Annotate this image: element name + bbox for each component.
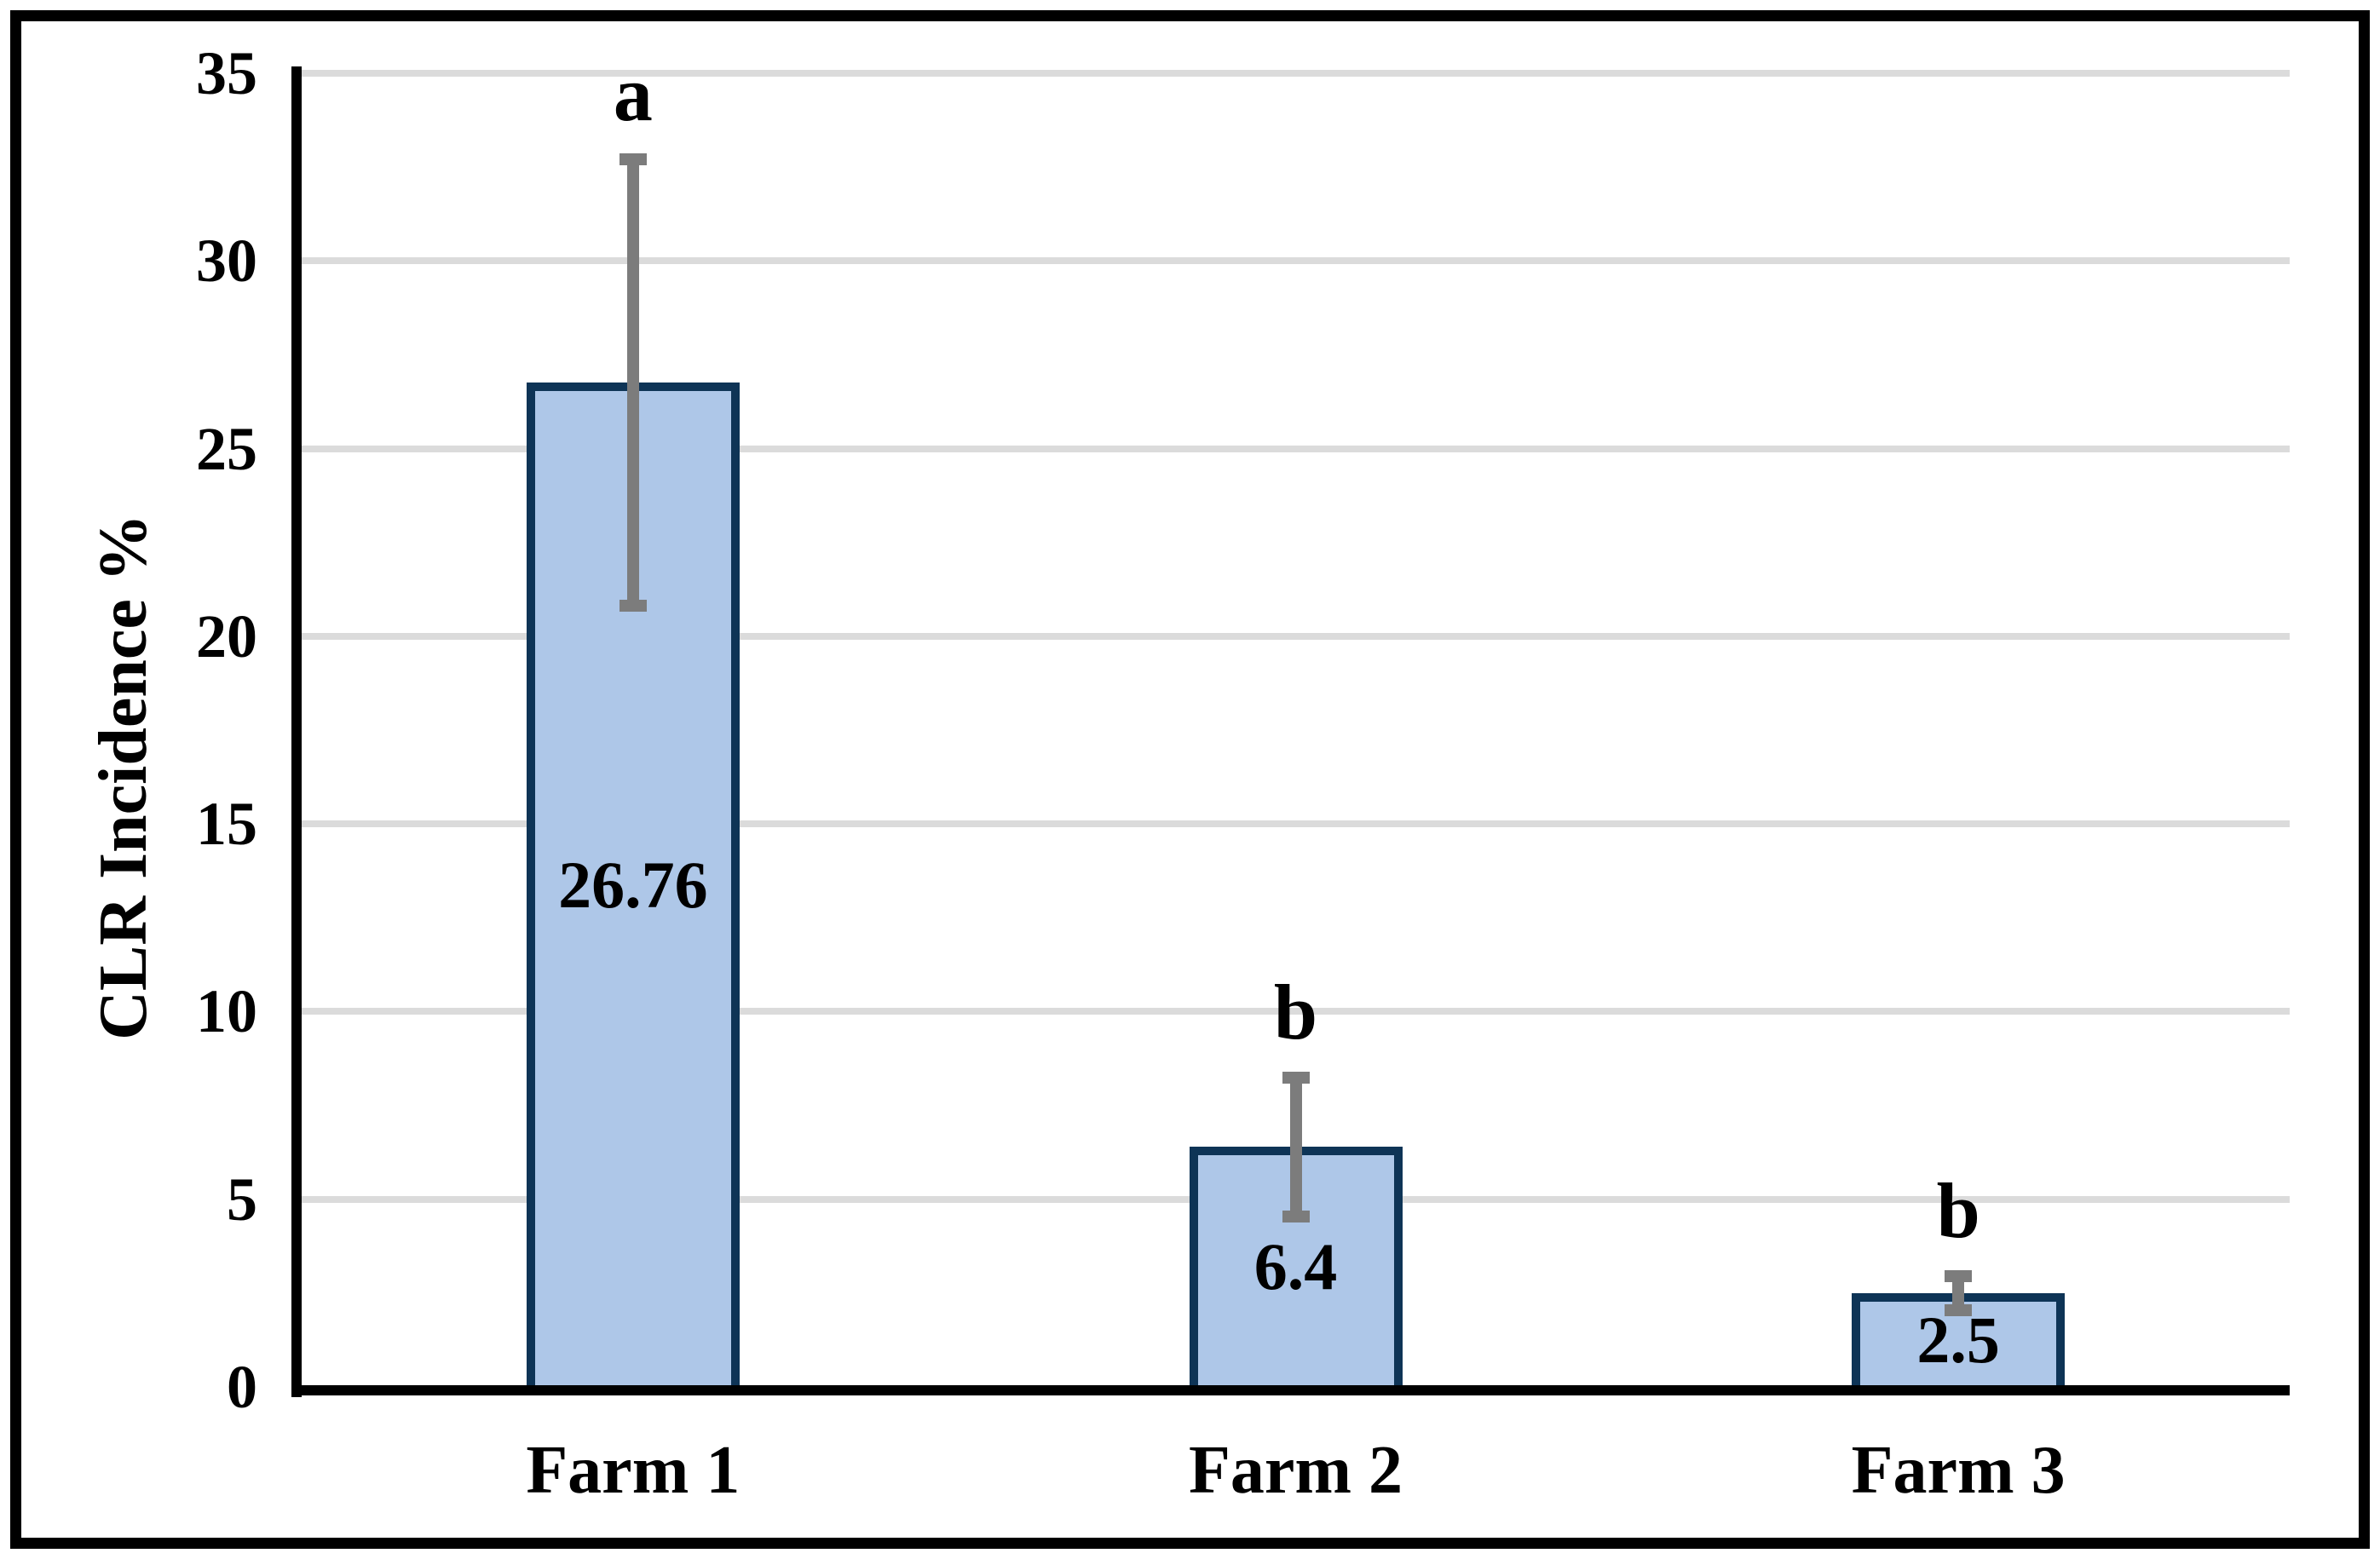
significance-letter: b (1273, 968, 1318, 1056)
error-bar-stem (626, 158, 639, 607)
gridline-15 (302, 820, 2290, 828)
y-tick-label-15: 15 (196, 790, 257, 859)
gridline-20 (302, 632, 2290, 640)
bar-value-label: 26.76 (558, 847, 708, 922)
y-tick-label-25: 25 (196, 414, 257, 483)
y-tick-label-35: 35 (196, 39, 257, 107)
significance-letter: b (1936, 1167, 1980, 1255)
gridline-30 (302, 257, 2290, 265)
x-axis-line (291, 1385, 2290, 1395)
error-bar-cap-top (1945, 1270, 1973, 1283)
error-bar-cap-bottom (1945, 1303, 1973, 1316)
y-tick-label-30: 30 (196, 227, 257, 296)
y-tick-label-0: 0 (227, 1353, 257, 1421)
gridline-10 (302, 1008, 2290, 1015)
error-bar-stem (1289, 1077, 1302, 1217)
y-tick-label-5: 5 (227, 1165, 257, 1234)
x-axis-label-farm-1: Farm 1 (526, 1433, 741, 1508)
y-axis-line (291, 66, 302, 1397)
bar-value-label: 6.4 (1253, 1229, 1338, 1304)
y-axis-title: CLR Incidence % (86, 514, 161, 1040)
y-tick-label-10: 10 (196, 977, 257, 1046)
gridline-35 (302, 70, 2290, 77)
gridline-25 (302, 445, 2290, 452)
error-bar-cap-top (1282, 1071, 1310, 1084)
error-bar-cap-bottom (1282, 1210, 1310, 1222)
bar-farm-1 (526, 383, 740, 1394)
y-tick-label-20: 20 (196, 601, 257, 670)
x-axis-label-farm-2: Farm 2 (1188, 1433, 1403, 1508)
error-bar-stem (1952, 1276, 1965, 1310)
x-axis-label-farm-3: Farm 3 (1851, 1433, 2066, 1508)
significance-letter: a (613, 49, 653, 137)
bar-value-label: 2.5 (1916, 1302, 2000, 1377)
error-bar-cap-top (619, 152, 647, 165)
error-bar-cap-bottom (619, 600, 647, 613)
